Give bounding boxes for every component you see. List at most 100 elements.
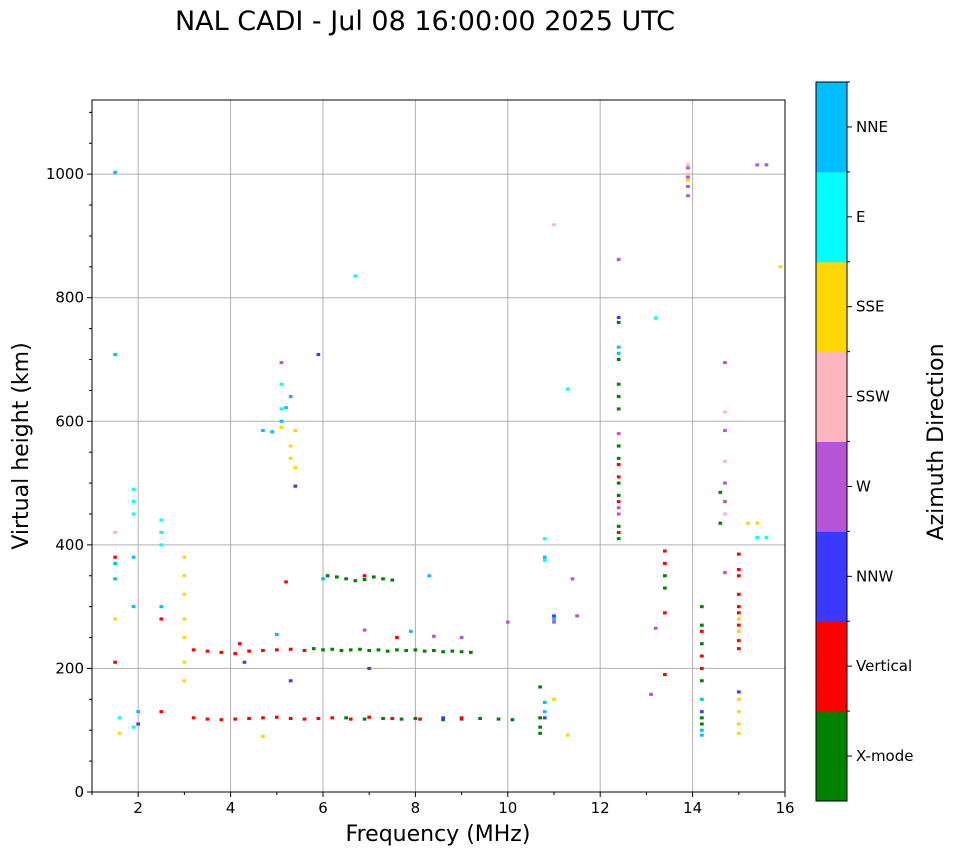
data-point-sse (746, 521, 750, 525)
data-point-w (686, 194, 690, 198)
data-point-x-mode (321, 648, 325, 652)
data-point-x-mode (381, 716, 385, 721)
data-point-x-mode (699, 679, 704, 683)
data-point-x-mode (663, 574, 667, 578)
data-point-nne (408, 629, 413, 633)
data-point-vertical (205, 649, 210, 653)
data-point-ssw (723, 459, 727, 463)
data-point-e (542, 558, 547, 562)
data-point-x-mode (718, 490, 723, 494)
data-point-e (542, 537, 547, 541)
data-point-w (686, 184, 690, 189)
data-point-x-mode (371, 575, 376, 579)
data-point-w (649, 692, 653, 696)
y-tick-label: 0 (74, 783, 84, 801)
data-point-vertical (261, 648, 265, 653)
data-point-vertical (316, 716, 321, 721)
data-point-nnw (242, 660, 247, 664)
data-point-nnw (736, 690, 741, 694)
data-point-x-mode (699, 623, 704, 627)
plot-frame (91, 99, 786, 793)
colorbar-label: Vertical (856, 657, 912, 675)
axis-ticks: 2 4 6 8 10 12 14 16 0 200 400 600 800 1000 (46, 111, 795, 817)
data-point-e (159, 543, 164, 547)
x-tick-label: 4 (226, 799, 236, 817)
data-point-nne (261, 429, 265, 433)
data-point-nne (542, 710, 547, 714)
data-point-x-mode (538, 731, 542, 735)
colorbar-segment (816, 171, 847, 263)
data-point-x-mode (344, 577, 348, 581)
data-point-x-mode (385, 649, 390, 653)
data-point-sse (182, 635, 187, 640)
data-point-w (616, 432, 621, 436)
data-point-w (723, 571, 727, 575)
data-point-vertical (233, 652, 238, 656)
data-point-vertical (348, 717, 353, 721)
data-point-sse (113, 617, 117, 621)
colorbar-segment (816, 441, 847, 532)
data-point-vertical (616, 475, 621, 479)
data-point-x-mode (510, 718, 515, 722)
colorbar-frame (815, 81, 848, 802)
data-point-w (686, 175, 690, 179)
data-point-vertical (247, 716, 251, 721)
y-tick-label: 600 (55, 412, 84, 430)
data-point-sse (182, 660, 187, 664)
y-tick-label: 200 (55, 659, 84, 677)
data-point-w (764, 163, 769, 167)
data-point-vertical (219, 650, 224, 654)
data-point-x-mode (399, 717, 404, 721)
data-point-vertical (395, 635, 399, 640)
colorbar-segment (816, 82, 847, 173)
data-point-sse (182, 555, 187, 559)
data-point-x-mode (325, 574, 330, 578)
data-point-vertical (418, 717, 422, 721)
data-point-nne (113, 577, 117, 581)
data-point-sse (117, 731, 122, 735)
data-point-x-mode (616, 493, 621, 497)
data-point-vertical (663, 673, 667, 677)
data-point-w (459, 635, 464, 640)
data-point-w (723, 429, 727, 433)
data-point-w (616, 512, 621, 516)
data-point-w (362, 628, 367, 632)
data-point-sse (736, 697, 741, 701)
data-point-nnw (542, 716, 547, 720)
data-point-ssw (552, 223, 556, 227)
data-point-nne (284, 406, 288, 410)
grid (92, 100, 786, 793)
data-point-sse (736, 731, 741, 735)
y-tick-label: 400 (55, 536, 84, 554)
data-point-nnw (316, 353, 321, 357)
data-point-vertical (261, 716, 265, 720)
data-point-w (279, 361, 284, 365)
colorbar-segment (816, 711, 847, 802)
colorbar-segment (816, 261, 847, 353)
data-point-x-mode (344, 716, 348, 720)
data-point-ssw (686, 172, 690, 176)
colorbar: X-mode Vertical NNW W SSW SSE E NNE (815, 81, 913, 802)
data-point-e (131, 725, 136, 729)
data-point-w (570, 577, 575, 581)
data-point-nne (542, 555, 547, 559)
data-point-x-mode (616, 524, 621, 528)
data-point-x-mode (367, 648, 372, 653)
data-point-vertical (247, 649, 251, 653)
data-point-sse (736, 629, 741, 633)
data-point-x-mode (538, 685, 542, 689)
data-point-e (755, 535, 760, 539)
data-point-w (686, 166, 690, 170)
data-point-x-mode (330, 647, 335, 651)
data-point-vertical (113, 660, 117, 664)
data-point-sse (182, 617, 187, 621)
data-point-x-mode (616, 444, 621, 448)
data-point-sse (736, 617, 741, 621)
data-point-w (616, 257, 621, 261)
data-point-e (131, 487, 136, 491)
data-point-x-mode (441, 650, 445, 654)
data-point-x-mode (353, 579, 358, 583)
data-point-ssw (723, 410, 727, 414)
data-point-vertical (616, 500, 621, 504)
x-tick-label: 16 (775, 799, 794, 817)
